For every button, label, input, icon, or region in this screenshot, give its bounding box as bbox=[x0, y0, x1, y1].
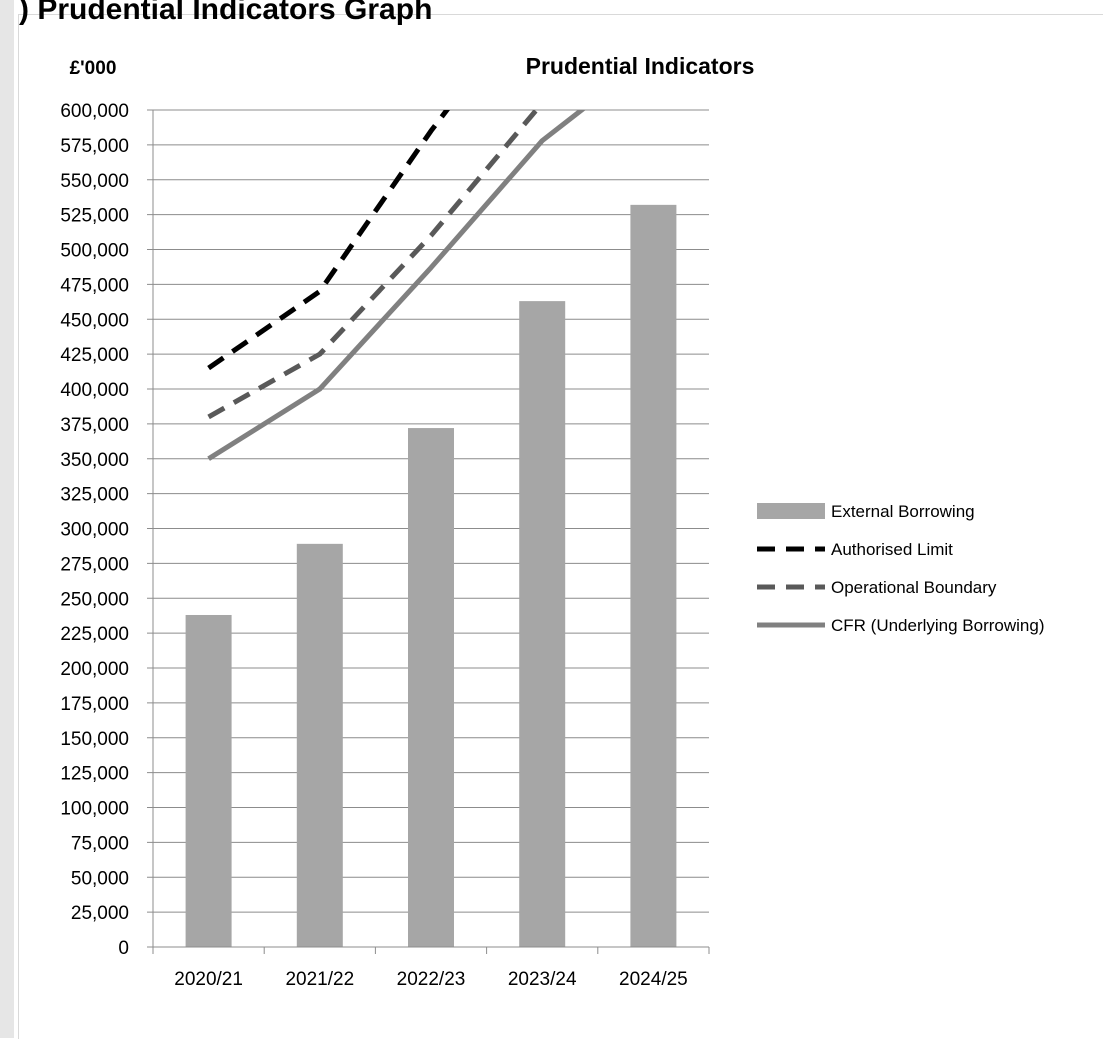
legend-label: Authorised Limit bbox=[831, 540, 953, 559]
line-operational-boundary bbox=[207, 110, 540, 420]
x-tick-label: 2021/22 bbox=[285, 969, 354, 990]
y-tick-label: 450,000 bbox=[60, 310, 129, 331]
axes bbox=[147, 109, 710, 954]
legend-swatch-bar bbox=[757, 503, 825, 519]
y-tick-label: 300,000 bbox=[60, 520, 129, 541]
x-tick-label: 2024/25 bbox=[619, 969, 688, 990]
y-tick-label: 125,000 bbox=[60, 764, 129, 785]
y-tick-label: 225,000 bbox=[60, 624, 129, 645]
x-tick-label: 2022/23 bbox=[397, 969, 466, 990]
y-tick-label: 475,000 bbox=[60, 275, 129, 296]
y-tick-label: 575,000 bbox=[60, 136, 129, 157]
bar-external-borrowing bbox=[408, 428, 454, 947]
y-tick-label: 250,000 bbox=[60, 589, 129, 610]
page-heading: ) Prudential Indicators Graph bbox=[19, 0, 433, 26]
y-tick-label: 50,000 bbox=[71, 868, 129, 889]
line-authorised-limit bbox=[207, 110, 451, 371]
y-tick-label: 500,000 bbox=[60, 241, 129, 262]
y-tick-label: 100,000 bbox=[60, 799, 129, 820]
y-tick-label: 425,000 bbox=[60, 345, 129, 366]
y-tick-label: 400,000 bbox=[60, 380, 129, 401]
y-tick-label: 525,000 bbox=[60, 206, 129, 227]
bar-external-borrowing bbox=[630, 204, 677, 948]
y-tick-label: 0 bbox=[118, 938, 129, 959]
y-tick-label: 275,000 bbox=[60, 554, 129, 575]
page-margin-bar bbox=[0, 0, 14, 1038]
y-tick-label: 375,000 bbox=[60, 415, 129, 436]
bar-external-borrowing bbox=[296, 543, 343, 947]
y-tick-label: 350,000 bbox=[60, 450, 129, 471]
y-tick-label: 25,000 bbox=[71, 903, 129, 924]
y-tick-label: 150,000 bbox=[60, 729, 129, 750]
line-cfr-underlying-borrowing bbox=[207, 110, 586, 461]
legend-label: CFR (Underlying Borrowing) bbox=[831, 616, 1045, 635]
line-series bbox=[207, 110, 586, 461]
y-tick-label: 200,000 bbox=[60, 659, 129, 680]
bar-series bbox=[185, 204, 677, 948]
chart-title: Prudential Indicators bbox=[526, 53, 755, 79]
y-tick-label: 600,000 bbox=[60, 101, 129, 122]
y-axis-unit-label: £'000 bbox=[70, 58, 117, 79]
tick-labels: 0 25,000 50,000 75,000 100,000 125,000 150,000… bbox=[60, 101, 687, 990]
bar-external-borrowing bbox=[519, 301, 566, 947]
y-tick-label: 75,000 bbox=[71, 833, 129, 854]
legend-label: External Borrowing bbox=[831, 502, 975, 521]
x-tick-label: 2023/24 bbox=[508, 969, 577, 990]
bar-external-borrowing bbox=[185, 614, 232, 947]
legend: External Borrowing Authorised Limit Operat… bbox=[757, 502, 1045, 635]
y-tick-label: 325,000 bbox=[60, 485, 129, 506]
x-tick-label: 2020/21 bbox=[174, 969, 243, 990]
legend-label: Operational Boundary bbox=[831, 578, 997, 597]
y-tick-label: 175,000 bbox=[60, 694, 129, 715]
y-tick-label: 550,000 bbox=[60, 171, 129, 192]
